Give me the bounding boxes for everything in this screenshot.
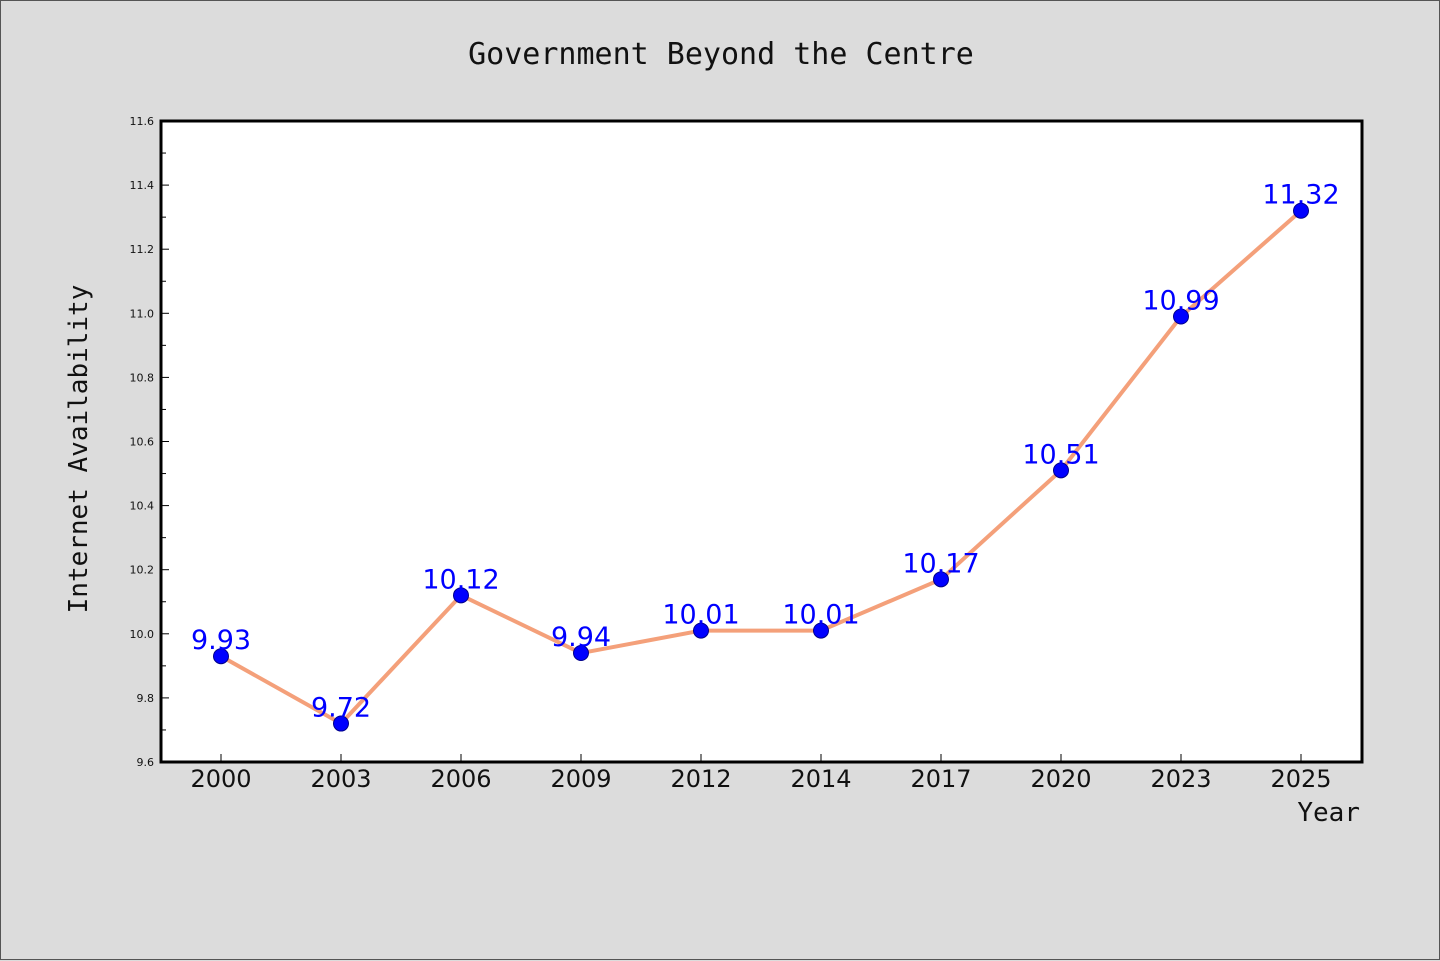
data-point (1053, 462, 1069, 479)
x-tick-label: 2023 (1150, 765, 1211, 793)
data-label: 10.17 (902, 548, 979, 579)
data-point (813, 622, 829, 639)
y-tick-label: 10.6 (130, 436, 155, 449)
data-label: 10.99 (1142, 286, 1219, 317)
x-tick-label: 2017 (910, 765, 971, 793)
data-label: 9.94 (551, 622, 611, 653)
data-label: 11.32 (1262, 180, 1339, 211)
y-tick-label: 11.2 (130, 243, 155, 256)
data-point (213, 648, 229, 665)
plot-area (161, 121, 1362, 762)
data-label: 10.51 (1022, 439, 1099, 470)
y-tick-label: 11.6 (130, 115, 155, 128)
x-tick-label: 2003 (310, 765, 371, 793)
x-axis-label: Year (1297, 798, 1360, 828)
series-group (213, 202, 1309, 732)
y-tick-label: 10.2 (130, 564, 155, 577)
y-tick-label: 10.4 (130, 500, 155, 513)
x-tick-label: 2020 (1030, 765, 1091, 793)
y-tick-label: 10.8 (130, 371, 155, 384)
data-point (453, 587, 469, 604)
x-tick-label: 2009 (550, 765, 611, 793)
y-axis-label: Internet Availability (64, 285, 94, 614)
x-axis: 2000 2003 2006 2009 2012 2014 2017 2020 2023 2025 (190, 754, 1332, 793)
data-label: 9.93 (191, 625, 251, 656)
data-point (933, 571, 949, 588)
plot-frame (159, 119, 1364, 764)
data-label: 10.01 (662, 600, 739, 631)
y-axis: 9.6 9.8 10.0 10.2 10.4 10.6 10.8 11.0 11.2 11.4 11… (130, 115, 169, 769)
data-point (573, 645, 589, 662)
x-tick-label: 2006 (430, 765, 491, 793)
y-tick-label: 11.0 (130, 307, 155, 320)
data-label: 9.72 (311, 693, 371, 724)
data-point (1173, 308, 1189, 325)
x-tick-label: 2012 (670, 765, 731, 793)
y-tick-label: 10.0 (130, 628, 155, 641)
data-point (1293, 202, 1309, 219)
y-tick-label: 9.8 (137, 692, 155, 705)
y-tick-label: 11.4 (130, 179, 155, 192)
x-tick-label: 2025 (1270, 765, 1331, 793)
data-labels: 9.93 9.72 10.12 9.94 10.01 10.01 10.17 10.51 10.… (191, 180, 1340, 724)
chart-title: Government Beyond the Centre (468, 37, 974, 72)
data-label: 10.12 (422, 564, 499, 595)
y-tick-label: 9.6 (137, 756, 155, 769)
series-line (220, 209, 1303, 726)
x-tick-label: 2014 (790, 765, 851, 793)
x-tick-label: 2000 (190, 765, 251, 793)
data-point (693, 622, 709, 639)
data-label: 10.01 (782, 600, 859, 631)
data-point (333, 715, 349, 732)
